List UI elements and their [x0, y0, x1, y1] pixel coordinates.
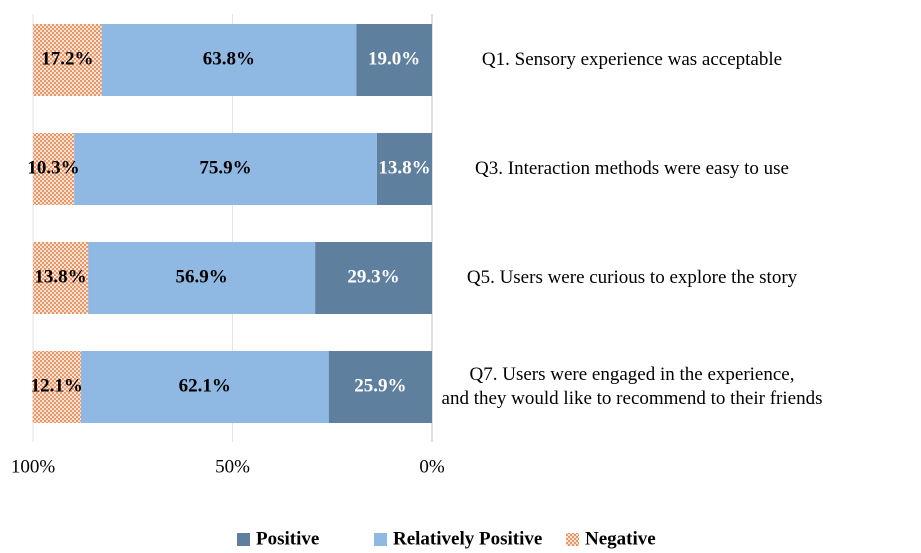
category-label: Q7. Users were engaged in the experience…	[441, 364, 823, 409]
bar-segment	[315, 242, 432, 314]
legend-swatch	[374, 533, 387, 546]
data-label: 63.8%	[203, 48, 255, 69]
bar-segment	[356, 24, 432, 96]
bar-segment	[88, 242, 316, 314]
bar-segment	[33, 133, 75, 205]
bar-segment	[328, 351, 432, 423]
x-tick-label: 100%	[11, 456, 56, 477]
category-label: Q5. Users were curious to explore the st…	[466, 267, 798, 288]
data-label: 13.8%	[378, 157, 430, 178]
legend-label: Relatively Positive	[393, 528, 542, 549]
bar-segment	[32, 351, 81, 423]
bar-segment	[74, 133, 377, 205]
data-label: 25.9%	[354, 375, 406, 396]
bar-segment	[33, 24, 102, 96]
bar-segment	[80, 351, 329, 423]
data-label: 56.9%	[175, 266, 227, 287]
category-label: Q1. Sensory experience was acceptable	[481, 49, 783, 70]
data-label: 13.8%	[34, 266, 86, 287]
x-tick-label: 50%	[215, 456, 250, 477]
legend-swatch	[566, 533, 579, 546]
bar-segment	[33, 242, 89, 314]
legend-swatch	[237, 533, 250, 546]
legend-label: Positive	[256, 528, 319, 549]
data-label: 17.2%	[41, 48, 93, 69]
data-label: 62.1%	[179, 375, 231, 396]
data-label: 19.0%	[368, 48, 420, 69]
x-tick-label: 0%	[419, 456, 445, 477]
data-label: 29.3%	[347, 266, 399, 287]
category-label: Q3. Interaction methods were easy to use	[475, 158, 789, 179]
data-label: 10.3%	[27, 157, 79, 178]
data-label: 12.1%	[31, 375, 83, 396]
bar-segment	[376, 133, 432, 205]
bar-segment	[101, 24, 357, 96]
data-label: 75.9%	[199, 157, 251, 178]
legend-label: Negative	[585, 528, 656, 549]
